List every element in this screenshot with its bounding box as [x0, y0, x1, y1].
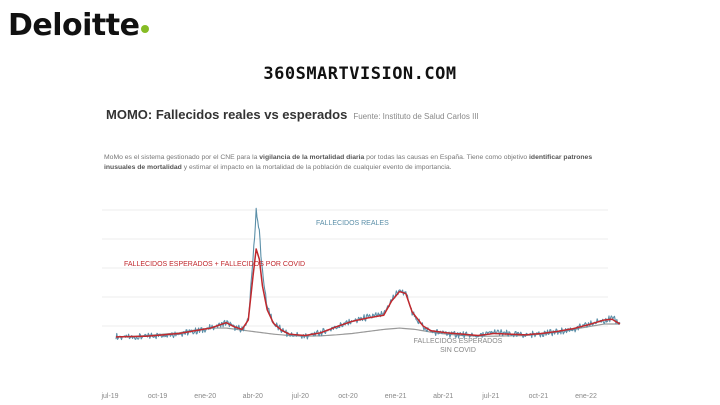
- annotation-2: FALLECIDOS ESPERADOS: [414, 338, 503, 345]
- x-tick-label-4: jul-20: [291, 393, 309, 400]
- deloitte-logo: Deloitte: [8, 6, 150, 46]
- desc-bold-2: identificar patrones inusuales de mortal…: [104, 154, 593, 171]
- series-line-0: [115, 207, 621, 341]
- chart-series: [115, 207, 621, 341]
- chart-annotations: FALLECIDOS REALES FALLECIDOS ESPERADOS + …: [124, 220, 503, 354]
- x-tick-label-6: ene-21: [385, 393, 407, 400]
- series-line-1: [115, 248, 621, 338]
- chart-description: MoMo es el sistema gestionado por el CNE…: [104, 153, 609, 173]
- x-tick-label-8: jul-21: [481, 393, 499, 400]
- desc-part-1: MoMo es el sistema gestionado por el CNE…: [104, 154, 260, 161]
- chart-title: MOMO: Fallecidos reales vs esperados Fuen…: [106, 107, 479, 122]
- desc-part-2: por todas las causas en España. Tiene co…: [364, 154, 530, 161]
- annotation-2-line2: SIN COVID: [440, 347, 476, 354]
- x-tick-label-0: jul-19: [100, 393, 118, 400]
- site-title: 360SMARTVISION.COM: [263, 64, 457, 84]
- x-axis-ticks: jul-19 oct-19 ene-20 abr-20 jul-20 oct-20 ene-…: [100, 393, 597, 400]
- x-tick-label-2: ene-20: [194, 393, 216, 400]
- x-tick-label-1: oct-19: [148, 393, 168, 400]
- x-tick-label-10: ene-22: [575, 393, 597, 400]
- x-tick-label-3: abr-20: [243, 393, 263, 400]
- x-tick-label-9: oct-21: [529, 393, 549, 400]
- annotation-0: FALLECIDOS REALES: [316, 220, 389, 227]
- desc-bold-1: vigilancia de la mortalidad diaria: [259, 154, 365, 161]
- x-tick-label-7: abr-21: [433, 393, 453, 400]
- chart-source: Fuente: Instituto de Salud Carlos III: [353, 112, 479, 121]
- chart-grid: [102, 209, 608, 327]
- logo-dot: [141, 25, 150, 33]
- logo-text: Deloitte: [8, 8, 140, 43]
- chart-title-text: MOMO: Fallecidos reales vs esperados: [106, 107, 348, 122]
- x-tick-label-5: oct-20: [338, 393, 358, 400]
- desc-part-3: y estimar el impacto en la mortalidad de…: [181, 164, 452, 171]
- annotation-1: FALLECIDOS ESPERADOS + FALLECIDOS POR CO…: [124, 261, 305, 268]
